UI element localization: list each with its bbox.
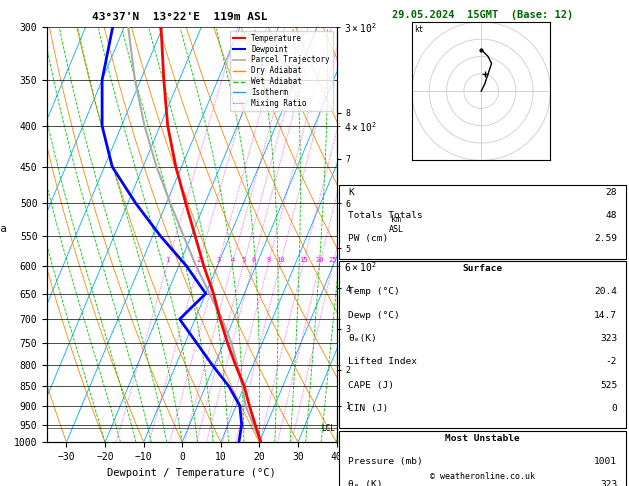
Text: 28: 28	[606, 188, 617, 197]
Text: 1: 1	[165, 257, 170, 263]
Text: 29.05.2024  15GMT  (Base: 12): 29.05.2024 15GMT (Base: 12)	[392, 10, 574, 20]
Text: Totals Totals: Totals Totals	[348, 211, 423, 220]
Bar	[340, 185, 626, 259]
Text: 2.59: 2.59	[594, 234, 617, 243]
Y-axis label: hPa: hPa	[0, 225, 7, 235]
Text: 14.7: 14.7	[594, 311, 617, 320]
Text: 43°37'N  13°22'E  119m ASL: 43°37'N 13°22'E 119m ASL	[91, 12, 267, 22]
Text: 5: 5	[242, 257, 246, 263]
Text: kt: kt	[414, 25, 423, 35]
Text: 25: 25	[329, 257, 337, 263]
Text: 323: 323	[600, 334, 617, 343]
Text: Pressure (mb): Pressure (mb)	[348, 457, 423, 466]
Text: θₑ(K): θₑ(K)	[348, 334, 377, 343]
Bar	[340, 261, 626, 428]
Text: 3: 3	[216, 257, 220, 263]
Text: Surface: Surface	[463, 264, 503, 273]
Text: 6: 6	[251, 257, 255, 263]
Text: 15: 15	[299, 257, 308, 263]
Text: © weatheronline.co.uk: © weatheronline.co.uk	[430, 472, 535, 481]
Text: 10: 10	[276, 257, 285, 263]
Text: -2: -2	[606, 357, 617, 366]
Text: 323: 323	[600, 480, 617, 486]
Text: 20.4: 20.4	[594, 287, 617, 296]
Bar	[340, 431, 626, 486]
Text: 48: 48	[606, 211, 617, 220]
Y-axis label: km
ASL: km ASL	[389, 215, 404, 235]
Text: PW (cm): PW (cm)	[348, 234, 389, 243]
Text: 4: 4	[230, 257, 235, 263]
Text: 20: 20	[316, 257, 324, 263]
Text: Lifted Index: Lifted Index	[348, 357, 417, 366]
Text: K: K	[348, 188, 354, 197]
Text: 1001: 1001	[594, 457, 617, 466]
Text: LCL: LCL	[321, 424, 335, 433]
Legend: Temperature, Dewpoint, Parcel Trajectory, Dry Adiabat, Wet Adiabat, Isotherm, Mi: Temperature, Dewpoint, Parcel Trajectory…	[230, 31, 333, 111]
Text: Temp (°C): Temp (°C)	[348, 287, 400, 296]
Text: Most Unstable: Most Unstable	[445, 434, 520, 443]
Text: CAPE (J): CAPE (J)	[348, 381, 394, 390]
Text: 8: 8	[266, 257, 270, 263]
Text: CIN (J): CIN (J)	[348, 404, 389, 413]
Text: Dewp (°C): Dewp (°C)	[348, 311, 400, 320]
Text: θₑ (K): θₑ (K)	[348, 480, 382, 486]
Text: 2: 2	[197, 257, 201, 263]
Text: 525: 525	[600, 381, 617, 390]
Text: 0: 0	[611, 404, 617, 413]
X-axis label: Dewpoint / Temperature (°C): Dewpoint / Temperature (°C)	[108, 468, 276, 478]
